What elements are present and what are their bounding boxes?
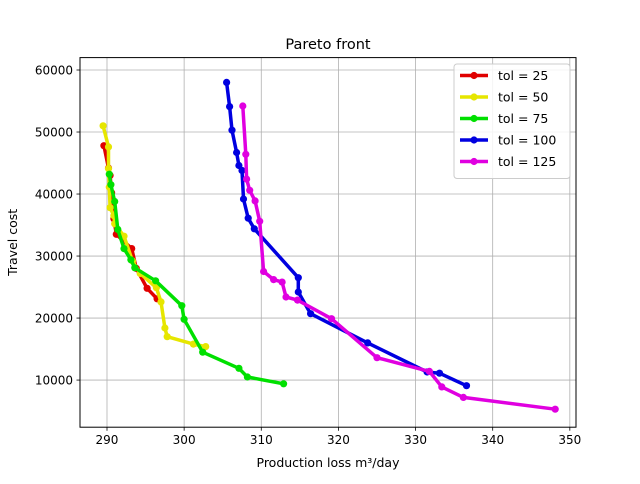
x-tick-label: 340 — [481, 433, 504, 447]
x-tick-label: 320 — [327, 433, 350, 447]
data-point — [104, 165, 113, 173]
legend-box — [453, 63, 571, 179]
data-point — [282, 293, 290, 301]
data-point — [278, 278, 286, 286]
data-point — [152, 277, 160, 285]
data-point — [459, 393, 467, 401]
data-point — [228, 126, 236, 134]
data-point — [242, 150, 250, 158]
data-point — [307, 310, 315, 318]
legend-label: tol = 100 — [498, 133, 556, 148]
data-point — [294, 274, 302, 282]
data-point — [199, 348, 207, 356]
data-point — [250, 225, 258, 233]
data-point — [246, 186, 254, 194]
data-point — [105, 170, 113, 178]
x-tick-label: 290 — [96, 433, 119, 447]
data-point — [425, 367, 433, 375]
y-tick-label: 10000 — [35, 373, 73, 387]
x-tick-label: 310 — [250, 433, 273, 447]
legend-entry: tol = 125 — [460, 154, 556, 169]
data-point — [107, 181, 115, 189]
data-point — [251, 197, 259, 205]
data-point — [120, 245, 128, 253]
data-point — [111, 197, 119, 206]
legend: tol = 25 tol = 50 tol = 75 tol = 100 tol = 1… — [453, 63, 571, 179]
data-point — [256, 217, 264, 225]
data-point — [226, 103, 234, 111]
data-point — [223, 78, 231, 86]
data-point — [106, 204, 114, 212]
series-line — [224, 82, 468, 388]
data-point — [178, 302, 186, 310]
legend-label: tol = 50 — [498, 90, 548, 105]
data-point — [127, 256, 135, 264]
data-point — [243, 373, 251, 381]
y-tick-label: 60000 — [35, 63, 73, 77]
y-tick-label: 30000 — [35, 249, 73, 263]
data-point — [327, 315, 336, 323]
data-point — [235, 364, 243, 372]
data-point — [373, 354, 381, 362]
data-series — [99, 78, 559, 413]
legend-entry: tol = 25 — [460, 68, 548, 83]
series-4 — [223, 78, 471, 390]
y-tick-label: 20000 — [35, 311, 73, 325]
legend-swatch-marker — [470, 136, 478, 144]
legend-entry: tol = 50 — [460, 90, 548, 105]
data-point — [270, 276, 278, 284]
data-point — [364, 339, 372, 347]
data-point — [143, 284, 151, 292]
x-axis-label: Production loss m³/day — [257, 455, 401, 470]
legend-swatch-marker — [470, 93, 478, 101]
data-point — [202, 343, 210, 351]
data-point — [157, 298, 165, 306]
data-point — [260, 267, 268, 276]
x-tick-label: 350 — [558, 433, 581, 447]
data-point — [114, 225, 122, 233]
data-point — [233, 148, 241, 157]
data-point — [435, 369, 444, 377]
y-tick-label: 40000 — [35, 187, 73, 201]
data-point — [244, 214, 252, 222]
data-point — [243, 175, 251, 183]
data-point — [161, 324, 169, 332]
y-tick-label: 50000 — [35, 125, 73, 139]
y-axis-label: Travel cost — [5, 209, 20, 277]
data-point — [551, 405, 559, 413]
data-point — [294, 288, 302, 296]
data-point — [239, 195, 248, 203]
legend-entry: tol = 100 — [460, 133, 556, 148]
data-point — [131, 264, 139, 272]
legend-label: tol = 125 — [498, 154, 556, 169]
data-point — [293, 296, 302, 304]
legend-label: tol = 75 — [498, 111, 548, 126]
x-tick-label: 300 — [173, 433, 196, 447]
data-point — [239, 102, 247, 110]
data-point — [462, 382, 471, 390]
data-point — [238, 166, 246, 175]
data-point — [280, 380, 288, 388]
data-point — [438, 383, 446, 391]
data-point — [152, 284, 160, 292]
data-point — [104, 143, 113, 151]
legend-label: tol = 25 — [498, 68, 548, 83]
legend-swatch-marker — [470, 114, 478, 123]
data-point — [99, 122, 107, 130]
legend-entry: tol = 75 — [460, 111, 548, 126]
legend-swatch-marker — [470, 71, 478, 80]
legend-swatch-marker — [470, 157, 478, 166]
series-line — [107, 173, 284, 386]
data-point — [163, 333, 171, 341]
data-point — [180, 315, 188, 323]
axis-ticks: 290 300 310 320 330 340 350 10000 20000 30000 4000… — [35, 63, 581, 447]
chart-title: Pareto front — [285, 37, 371, 53]
plot-frame — [79, 57, 577, 428]
series-5 — [239, 102, 559, 413]
series-3 — [105, 170, 288, 388]
x-tick-label: 330 — [404, 433, 427, 447]
